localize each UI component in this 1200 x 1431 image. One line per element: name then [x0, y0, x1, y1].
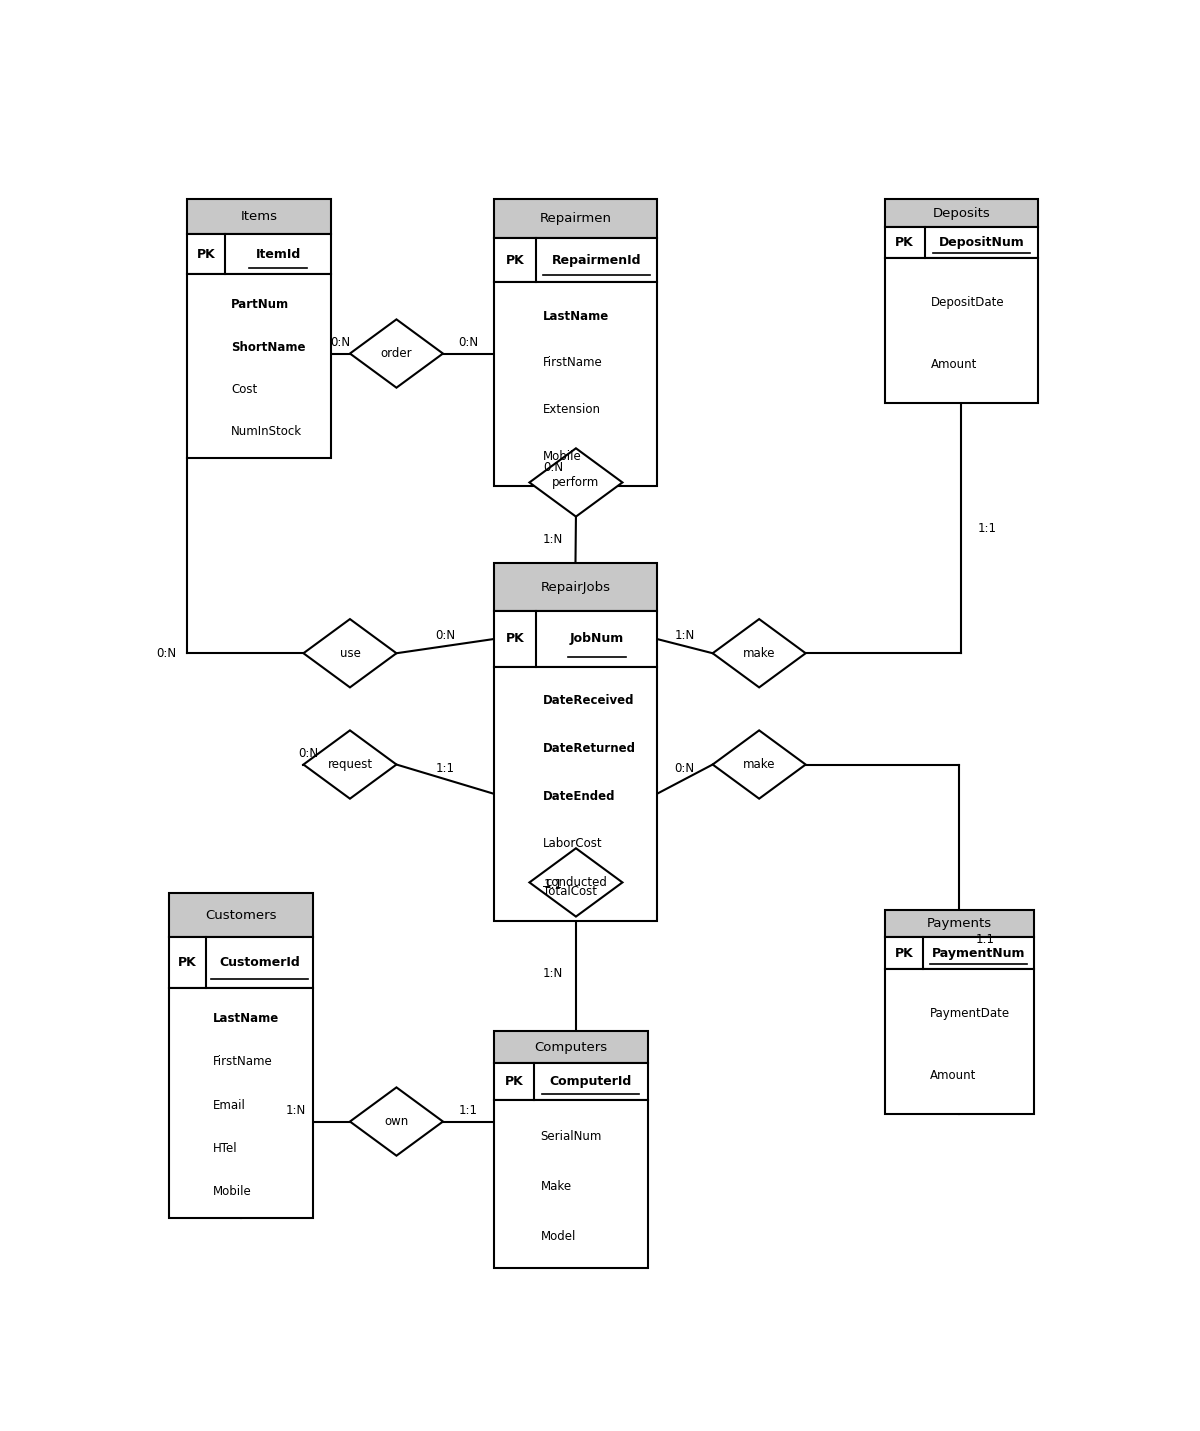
Text: conducted: conducted — [545, 876, 607, 889]
Polygon shape — [304, 730, 396, 798]
Text: DateEnded: DateEnded — [542, 790, 616, 803]
Text: 1:1: 1:1 — [544, 879, 563, 892]
Text: DateReturned: DateReturned — [542, 743, 636, 756]
FancyBboxPatch shape — [884, 969, 1033, 1113]
Text: PK: PK — [895, 236, 914, 249]
Text: 0:N: 0:N — [330, 336, 350, 349]
Text: LaborCost: LaborCost — [542, 837, 602, 850]
Text: Computers: Computers — [534, 1040, 607, 1053]
FancyBboxPatch shape — [884, 910, 1033, 937]
Polygon shape — [350, 319, 443, 388]
Text: use: use — [340, 647, 360, 660]
Text: RepairmenId: RepairmenId — [552, 253, 641, 266]
Text: PaymentNum: PaymentNum — [931, 947, 1025, 960]
Polygon shape — [529, 849, 623, 917]
FancyBboxPatch shape — [494, 611, 656, 667]
FancyBboxPatch shape — [884, 937, 1033, 969]
Text: own: own — [384, 1115, 408, 1128]
Text: 0:N: 0:N — [156, 647, 176, 660]
Polygon shape — [529, 448, 623, 517]
Text: PK: PK — [506, 633, 524, 645]
Text: 1:1: 1:1 — [460, 1103, 478, 1118]
Text: Extension: Extension — [542, 404, 601, 416]
Text: 1:1: 1:1 — [978, 522, 997, 535]
Text: Repairmen: Repairmen — [540, 212, 612, 225]
Text: JobNum: JobNum — [570, 633, 624, 645]
Text: PK: PK — [506, 253, 524, 266]
Polygon shape — [304, 620, 396, 687]
Text: 1:1: 1:1 — [976, 933, 995, 946]
FancyBboxPatch shape — [494, 667, 656, 922]
Text: 1:1: 1:1 — [436, 761, 455, 774]
Text: LastName: LastName — [542, 309, 610, 322]
FancyBboxPatch shape — [494, 1032, 648, 1063]
Text: ShortName: ShortName — [232, 341, 306, 353]
FancyBboxPatch shape — [187, 235, 331, 275]
Polygon shape — [713, 730, 805, 798]
Text: 1:N: 1:N — [542, 967, 563, 980]
Text: PartNum: PartNum — [232, 298, 289, 312]
Text: PK: PK — [178, 956, 197, 969]
FancyBboxPatch shape — [168, 893, 313, 937]
Text: request: request — [328, 758, 372, 771]
Text: Cost: Cost — [232, 384, 258, 396]
Text: ItemId: ItemId — [256, 248, 301, 260]
Text: PK: PK — [505, 1075, 523, 1088]
FancyBboxPatch shape — [884, 226, 1038, 259]
FancyBboxPatch shape — [494, 1063, 648, 1100]
Text: Mobile: Mobile — [212, 1185, 251, 1198]
Text: RepairJobs: RepairJobs — [540, 581, 611, 594]
Text: FirstName: FirstName — [542, 356, 602, 369]
Text: TotalCost: TotalCost — [542, 884, 596, 897]
FancyBboxPatch shape — [884, 199, 1038, 226]
Text: SerialNum: SerialNum — [540, 1129, 602, 1142]
Text: LastName: LastName — [212, 1012, 278, 1025]
FancyBboxPatch shape — [168, 987, 313, 1219]
Text: Items: Items — [241, 210, 277, 223]
Text: FirstName: FirstName — [212, 1056, 272, 1069]
FancyBboxPatch shape — [494, 562, 656, 611]
Text: 1:N: 1:N — [674, 628, 695, 641]
Text: HTel: HTel — [212, 1142, 238, 1155]
Text: 0:N: 0:N — [298, 747, 318, 760]
Text: Make: Make — [540, 1179, 571, 1193]
Text: DepositNum: DepositNum — [938, 236, 1025, 249]
FancyBboxPatch shape — [168, 937, 313, 987]
Text: perform: perform — [552, 477, 600, 489]
Text: PK: PK — [895, 947, 913, 960]
Polygon shape — [713, 620, 805, 687]
Text: PK: PK — [197, 248, 215, 260]
Text: Amount: Amount — [930, 1069, 977, 1082]
FancyBboxPatch shape — [494, 199, 656, 238]
FancyBboxPatch shape — [494, 282, 656, 485]
Text: make: make — [743, 758, 775, 771]
FancyBboxPatch shape — [494, 238, 656, 282]
Text: PaymentDate: PaymentDate — [930, 1007, 1010, 1020]
Text: Amount: Amount — [931, 358, 978, 371]
Text: order: order — [380, 348, 413, 361]
Text: Payments: Payments — [926, 917, 991, 930]
Text: DateReceived: DateReceived — [542, 694, 635, 707]
FancyBboxPatch shape — [187, 199, 331, 235]
Text: CustomerId: CustomerId — [220, 956, 300, 969]
Text: ComputerId: ComputerId — [550, 1075, 632, 1088]
Text: Customers: Customers — [205, 909, 276, 922]
Text: Model: Model — [540, 1231, 576, 1244]
Polygon shape — [350, 1088, 443, 1156]
Text: make: make — [743, 647, 775, 660]
Text: Email: Email — [212, 1099, 246, 1112]
Text: Mobile: Mobile — [542, 449, 582, 462]
Text: 0:N: 0:N — [436, 628, 455, 641]
Text: 0:N: 0:N — [674, 761, 695, 774]
Text: DepositDate: DepositDate — [931, 296, 1004, 309]
Text: 1:N: 1:N — [286, 1103, 306, 1118]
FancyBboxPatch shape — [494, 1100, 648, 1268]
Text: 1:N: 1:N — [542, 534, 563, 547]
Text: Deposits: Deposits — [932, 206, 990, 219]
Text: NumInStock: NumInStock — [232, 425, 302, 438]
FancyBboxPatch shape — [884, 259, 1038, 404]
Text: 0:N: 0:N — [458, 336, 479, 349]
FancyBboxPatch shape — [187, 275, 331, 458]
Text: 0:N: 0:N — [542, 461, 563, 474]
